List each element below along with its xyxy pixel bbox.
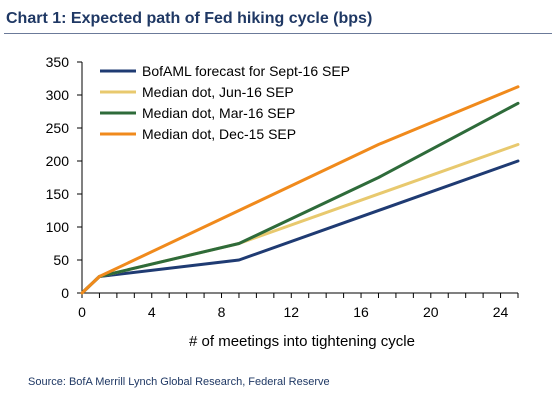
x-tick-label: 24 [493,304,509,320]
legend-label-1: BofAML forecast for Sept-16 SEP [142,63,350,79]
x-tick-label: 0 [78,304,86,320]
legend-label-3: Median dot, Mar-16 SEP [142,105,295,121]
y-tick-label: 50 [53,252,69,268]
x-tick-label: 4 [148,304,156,320]
y-tick-label: 350 [46,54,70,70]
x-tick-label: 20 [423,304,439,320]
series-line-4 [80,85,520,295]
x-axis-title: # of meetings into tightening cycle [189,333,415,350]
x-tick-label: 16 [353,304,369,320]
title-divider [4,33,552,34]
x-tick-label: 8 [218,304,226,320]
chart-title: Chart 1: Expected path of Fed hiking cyc… [6,10,373,27]
source-note: Source: BofA Merrill Lynch Global Resear… [28,376,330,388]
y-tick-label: 100 [46,219,70,235]
legend-label-4: Median dot, Dec-15 SEP [142,126,296,142]
y-tick-label: 250 [46,120,70,136]
y-tick-label: 0 [61,285,69,301]
y-tick-label: 150 [46,186,70,202]
y-tick-label: 200 [46,153,70,169]
x-tick-label: 12 [283,304,299,320]
legend-label-2: Median dot, Jun-16 SEP [142,84,294,100]
y-tick-label: 300 [46,87,70,103]
